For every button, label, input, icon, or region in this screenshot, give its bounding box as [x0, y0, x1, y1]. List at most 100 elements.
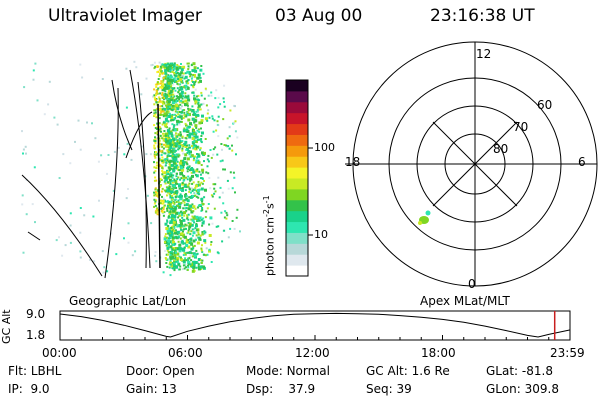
emission-pixel [168, 181, 171, 184]
emission-pixel [170, 133, 173, 136]
emission-pixel [55, 239, 58, 242]
emission-pixel [179, 169, 182, 171]
emission-pixel [206, 158, 209, 161]
emission-pixel [183, 175, 186, 178]
emission-pixel [161, 63, 164, 66]
emission-pixel [164, 76, 167, 79]
emission-pixel [216, 251, 219, 254]
emission-pixel [184, 189, 187, 192]
emission-pixel [167, 242, 170, 246]
emission-pixel [174, 156, 177, 159]
emission-pixel [166, 156, 169, 159]
emission-pixel [188, 166, 190, 169]
emission-pixel [107, 154, 110, 156]
emission-pixel [198, 236, 201, 239]
emission-pixel [197, 104, 201, 108]
timeline-ytick-max: 9.0 [26, 307, 46, 321]
emission-pixel [153, 166, 156, 169]
emission-pixel [168, 185, 171, 188]
geographic-panel-label: Geographic Lat/Lon [69, 294, 187, 308]
emission-pixel [190, 259, 193, 262]
emission-pixel [195, 161, 198, 164]
emission-pixel [164, 240, 168, 244]
emission-pixel [186, 86, 190, 90]
colorbar-segment [286, 123, 308, 135]
emission-pixel [165, 178, 168, 181]
emission-pixel [168, 212, 171, 215]
emission-pixel [166, 200, 168, 203]
emission-pixel [191, 145, 194, 147]
emission-pixel [190, 73, 192, 76]
emission-pixel [155, 208, 158, 211]
emission-pixel [175, 162, 178, 165]
emission-pixel [176, 111, 179, 114]
timeline-ytick-min: 1.8 [26, 328, 46, 342]
emission-pixel [154, 251, 157, 254]
emission-pixel [171, 123, 174, 126]
emission-pixel [165, 66, 169, 70]
emission-pixel [199, 234, 202, 237]
emission-pixel [79, 231, 82, 234]
colorbar [285, 79, 313, 277]
emission-pixel [189, 233, 192, 236]
emission-pixel [173, 72, 176, 75]
emission-pixel [164, 92, 167, 95]
emission-pixel [48, 80, 51, 83]
emission-pixel [189, 122, 192, 126]
emission-pixel [160, 159, 163, 161]
emission-pixel [212, 130, 215, 133]
emission-pixel [179, 77, 182, 79]
emission-pixel [162, 79, 165, 82]
emission-pixel [220, 211, 223, 214]
emission-pixel [165, 186, 168, 189]
emission-pixel [173, 202, 176, 205]
emission-pixel [166, 154, 169, 157]
emission-pixel [153, 96, 156, 99]
emission-pixel [186, 152, 189, 154]
emission-pixel [167, 225, 170, 227]
emission-pixel [166, 253, 169, 256]
emission-pixel [167, 245, 170, 248]
emission-pixel [179, 107, 182, 110]
emission-pixel [188, 132, 192, 136]
emission-pixel [173, 124, 176, 127]
emission-pixel [204, 117, 208, 121]
emission-pixel [177, 202, 181, 206]
emission-pixel [195, 234, 198, 237]
emission-pixel [194, 74, 196, 76]
emission-pixel [192, 210, 195, 213]
emission-pixel [179, 139, 182, 142]
emission-pixel [176, 230, 180, 234]
emission-pixel [223, 84, 226, 87]
emission-pixel [133, 60, 136, 63]
emission-pixel [155, 89, 158, 92]
emission-pixel [192, 263, 196, 266]
emission-pixel [172, 201, 175, 204]
emission-pixel [175, 211, 178, 215]
emission-pixel [182, 176, 186, 180]
emission-pixel [187, 231, 190, 234]
emission-pixel [167, 181, 169, 184]
emission-pixel [193, 254, 197, 258]
emission-pixel [176, 260, 179, 262]
emission-pixel [160, 154, 163, 156]
emission-pixel [158, 82, 161, 85]
emission-pixel [172, 100, 176, 104]
emission-pixel [168, 168, 171, 171]
emission-pixel [170, 206, 174, 210]
emission-pixel [167, 108, 170, 111]
emission-pixel [159, 72, 162, 75]
emission-pixel [195, 132, 198, 135]
emission-pixel [81, 76, 84, 79]
emission-pixel [158, 107, 161, 110]
emission-pixel [181, 75, 184, 77]
emission-pixel [174, 144, 178, 148]
emission-pixel [173, 62, 176, 65]
emission-pixel [180, 166, 184, 170]
emission-pixel [171, 236, 175, 240]
emission-pixel [174, 180, 178, 183]
emission-pixel [173, 74, 176, 77]
emission-pixel [172, 147, 175, 150]
emission-pixel [153, 139, 156, 142]
emission-pixel [155, 151, 157, 154]
